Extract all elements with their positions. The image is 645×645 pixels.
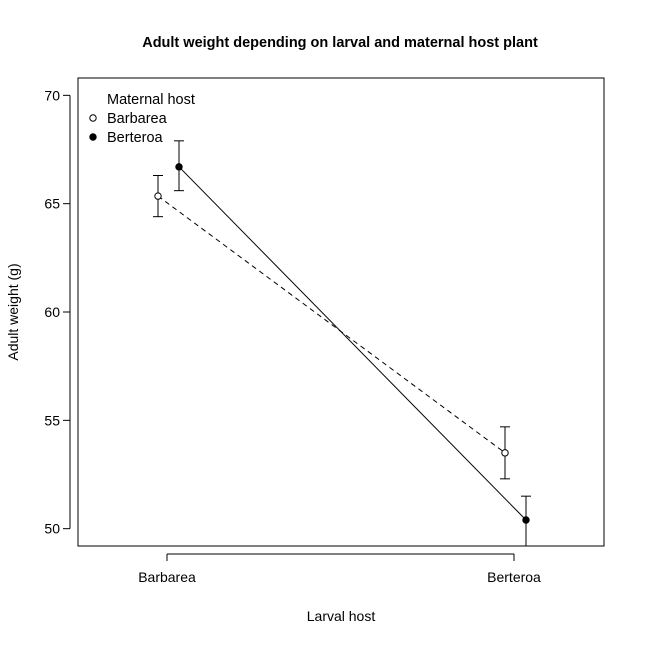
- legend-label-berteroa: Berteroa: [107, 130, 164, 146]
- y-axis-label: Adult weight (g): [5, 263, 21, 360]
- y-axis: 50 55 60 65 70: [44, 87, 71, 537]
- x-axis-label: Larval host: [307, 608, 376, 624]
- plot-frame: [77, 77, 605, 547]
- legend-label-barbarea: Barbarea: [107, 111, 168, 127]
- legend-marker-barbarea: [89, 114, 97, 122]
- series-line-barbarea: [157, 195, 506, 454]
- data-point-berteroa: [522, 516, 530, 524]
- x-axis: Barbarea Berteroa: [138, 553, 541, 585]
- series-line-berteroa: [178, 166, 527, 521]
- legend-marker-berteroa: [89, 133, 97, 141]
- series-layer: [153, 140, 531, 547]
- data-point-barbarea: [501, 449, 509, 457]
- data-point-barbarea: [154, 192, 162, 200]
- y-tick-label: 55: [44, 412, 60, 428]
- y-tick-label: 65: [44, 196, 60, 212]
- y-tick-label: 60: [44, 304, 60, 320]
- data-point-berteroa: [175, 163, 183, 171]
- legend: Maternal host Barbarea Berteroa: [89, 92, 195, 146]
- x-tick-label: Barbarea: [138, 569, 196, 585]
- y-tick-label: 70: [44, 87, 60, 103]
- legend-title: Maternal host: [107, 92, 195, 108]
- y-tick-label: 50: [44, 521, 60, 537]
- chart-title: Adult weight depending on larval and mat…: [142, 35, 538, 51]
- x-tick-label: Berteroa: [487, 569, 541, 585]
